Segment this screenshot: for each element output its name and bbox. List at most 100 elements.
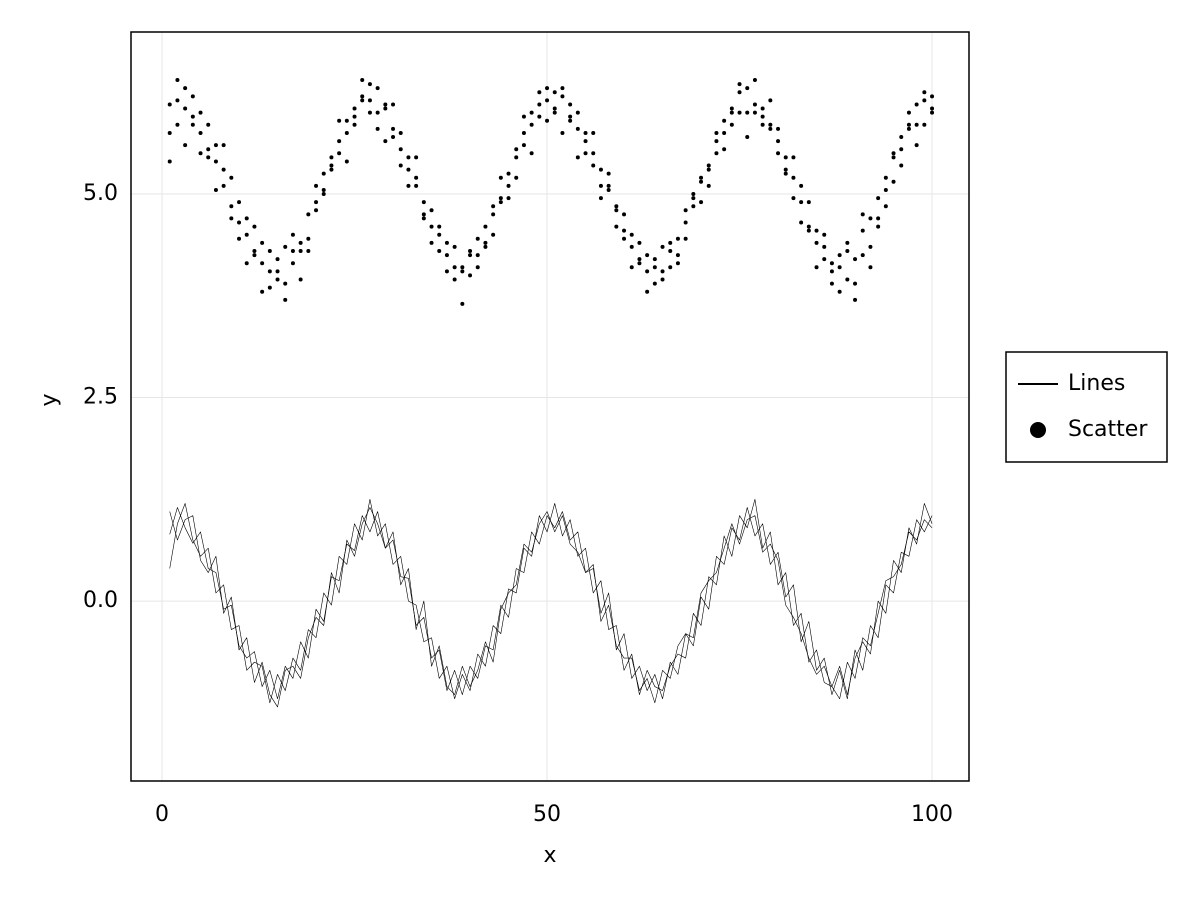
scatter-point [344,130,349,135]
scatter-point [506,196,511,201]
scatter-point [252,249,257,254]
scatter-point [175,78,180,83]
scatter-point [845,249,850,254]
scatter-point [383,106,388,111]
scatter-point [660,244,665,249]
line-trace [169,507,933,708]
scatter-point [337,118,342,123]
scatter-point [321,192,326,197]
scatter-point [398,130,403,135]
scatter-point [729,106,734,111]
scatter-point [237,236,242,241]
scatter-point [283,297,288,302]
x-tick-label: 50 [533,802,561,827]
scatter-point [337,139,342,144]
scatter-point [468,253,473,258]
scatter-point [260,240,265,245]
scatter-point [930,110,935,115]
scatter-point [783,155,788,160]
scatter-point [175,98,180,103]
scatter-point [606,171,611,176]
scatter-point [752,78,757,83]
scatter-point [267,269,272,274]
scatter-point [645,269,650,274]
scatter-point [791,155,796,160]
line-trace [169,507,933,700]
scatter-point [614,224,619,229]
scatter-point [783,167,788,172]
scatter-point [575,155,580,160]
scatter-point [768,122,773,127]
scatter-point [883,175,888,180]
scatter-point [344,118,349,123]
scatter-point [722,118,727,123]
scatter-point [560,130,565,135]
scatter-point [183,86,188,91]
scatter-point [483,244,488,249]
scatter-point [306,249,311,254]
scatter-point [752,102,757,107]
scatter-point [891,179,896,184]
y-axis-label: y [37,393,62,406]
scatter-point [760,114,765,119]
scatter-point [290,261,295,266]
scatter-point [860,212,865,217]
scatter-point [583,151,588,156]
scatter-point [529,151,534,156]
scatter-point [799,200,804,205]
scatter-point [190,94,195,99]
scatter-point [229,204,234,209]
scatter-point [652,281,657,286]
scatter-point [668,240,673,245]
scatter-point [568,102,573,107]
scatter-point [706,167,711,172]
scatter-point [183,143,188,148]
scatter-point [275,257,280,262]
scatter-point [629,232,634,237]
scatter-point [283,281,288,286]
scatter-point [475,236,480,241]
x-tick-label: 100 [911,802,953,827]
scatter-point [406,183,411,188]
scatter-point [352,114,357,119]
scatter-point [699,175,704,180]
scatter-point [460,269,465,274]
scatter-point [290,249,295,254]
scatter-point [190,114,195,119]
scatter-point [475,253,480,258]
scatter-point [622,212,627,217]
scatter-point [213,143,218,148]
x-axis-label: x [543,843,556,868]
scatter-point [860,253,865,258]
scatter-point [660,269,665,274]
scatter-point [537,114,542,119]
scatter-point [452,244,457,249]
scatter-point [198,130,203,135]
scatter-point [429,224,434,229]
scatter-point [244,232,249,237]
scatter-point [706,163,711,168]
legend-marker-symbol [1030,422,1046,438]
scatter-point [552,106,557,111]
scatter-point [406,167,411,172]
scatter-point [452,265,457,270]
scatter-point [683,236,688,241]
scatter-point [206,122,211,127]
legend: Lines Scatter [1005,351,1168,463]
scatter-point [529,122,534,127]
scatter-point [206,155,211,160]
scatter-point [460,301,465,306]
scatter-point [637,240,642,245]
scatter-point [337,151,342,156]
scatter-point [198,110,203,115]
scatter-point [829,269,834,274]
scatter-point [437,249,442,254]
scatter-point [375,86,380,91]
scatter-point [429,240,434,245]
scatter-point [637,261,642,266]
scatter-point [591,151,596,156]
scatter-point [506,171,511,176]
scatter-point [606,187,611,192]
scatter-point [514,175,519,180]
